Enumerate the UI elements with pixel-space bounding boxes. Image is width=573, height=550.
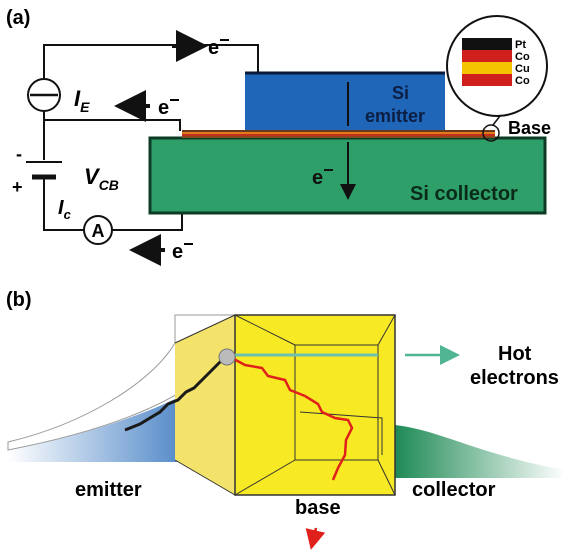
electron-label: e− — [158, 90, 180, 119]
hot-electrons-label: Hot — [498, 343, 532, 365]
symbol: e — [158, 97, 169, 119]
base-label: Base — [508, 118, 551, 138]
layer-co — [462, 50, 512, 62]
panel-a: (a) - + A IE VCB Ic e− e− e− Si collecto… — [6, 7, 551, 263]
layer-label: Pt — [515, 39, 526, 51]
collector-current: Ic — [58, 197, 72, 222]
panel-label: (a) — [6, 7, 30, 29]
subscript: c — [64, 207, 72, 222]
electron — [219, 349, 235, 365]
base-layer — [182, 134, 495, 136]
layer-cu — [462, 62, 512, 74]
inset-pointer — [493, 116, 500, 125]
layer-pt — [462, 38, 512, 50]
figure: (a) - + A IE VCB Ic e− e− e− Si collecto… — [0, 0, 573, 550]
superscript: − — [219, 30, 230, 50]
base-layer — [182, 136, 495, 138]
collector-label: Si collector — [410, 183, 518, 205]
voltage: VCB — [84, 164, 119, 193]
symbol: e — [312, 167, 323, 189]
hot-electrons-label: electrons — [470, 367, 559, 389]
panel-label: (b) — [6, 289, 32, 311]
superscript: − — [169, 90, 180, 110]
collector-label: collector — [412, 479, 496, 501]
base-layer — [182, 132, 495, 134]
collector-band — [395, 425, 565, 478]
panel-b: (b) Hot electrons emitter base collector — [6, 289, 565, 545]
battery-minus: - — [16, 144, 22, 164]
emitter-label: Si — [392, 83, 409, 103]
electron-label: e− — [208, 30, 230, 59]
base-side — [175, 315, 235, 495]
ammeter-label: A — [92, 221, 105, 241]
layer-co — [462, 74, 512, 86]
subscript: CB — [99, 177, 119, 193]
battery-plus: + — [12, 177, 23, 197]
superscript: − — [323, 160, 334, 180]
layer-label: Co — [515, 75, 530, 87]
layer-label: Cu — [515, 63, 530, 75]
layer-label: Co — [515, 51, 530, 63]
emitter-label: emitter — [365, 106, 425, 126]
electron-label: e− — [172, 234, 194, 263]
superscript: − — [183, 234, 194, 254]
emitter-label: emitter — [75, 479, 142, 501]
base-layer — [182, 130, 495, 132]
escape-arrow — [312, 528, 316, 545]
emitter-current: IE — [74, 86, 90, 115]
symbol: e — [208, 37, 219, 59]
symbol: e — [172, 241, 183, 263]
base-label: base — [295, 497, 341, 519]
subscript: E — [80, 99, 90, 115]
